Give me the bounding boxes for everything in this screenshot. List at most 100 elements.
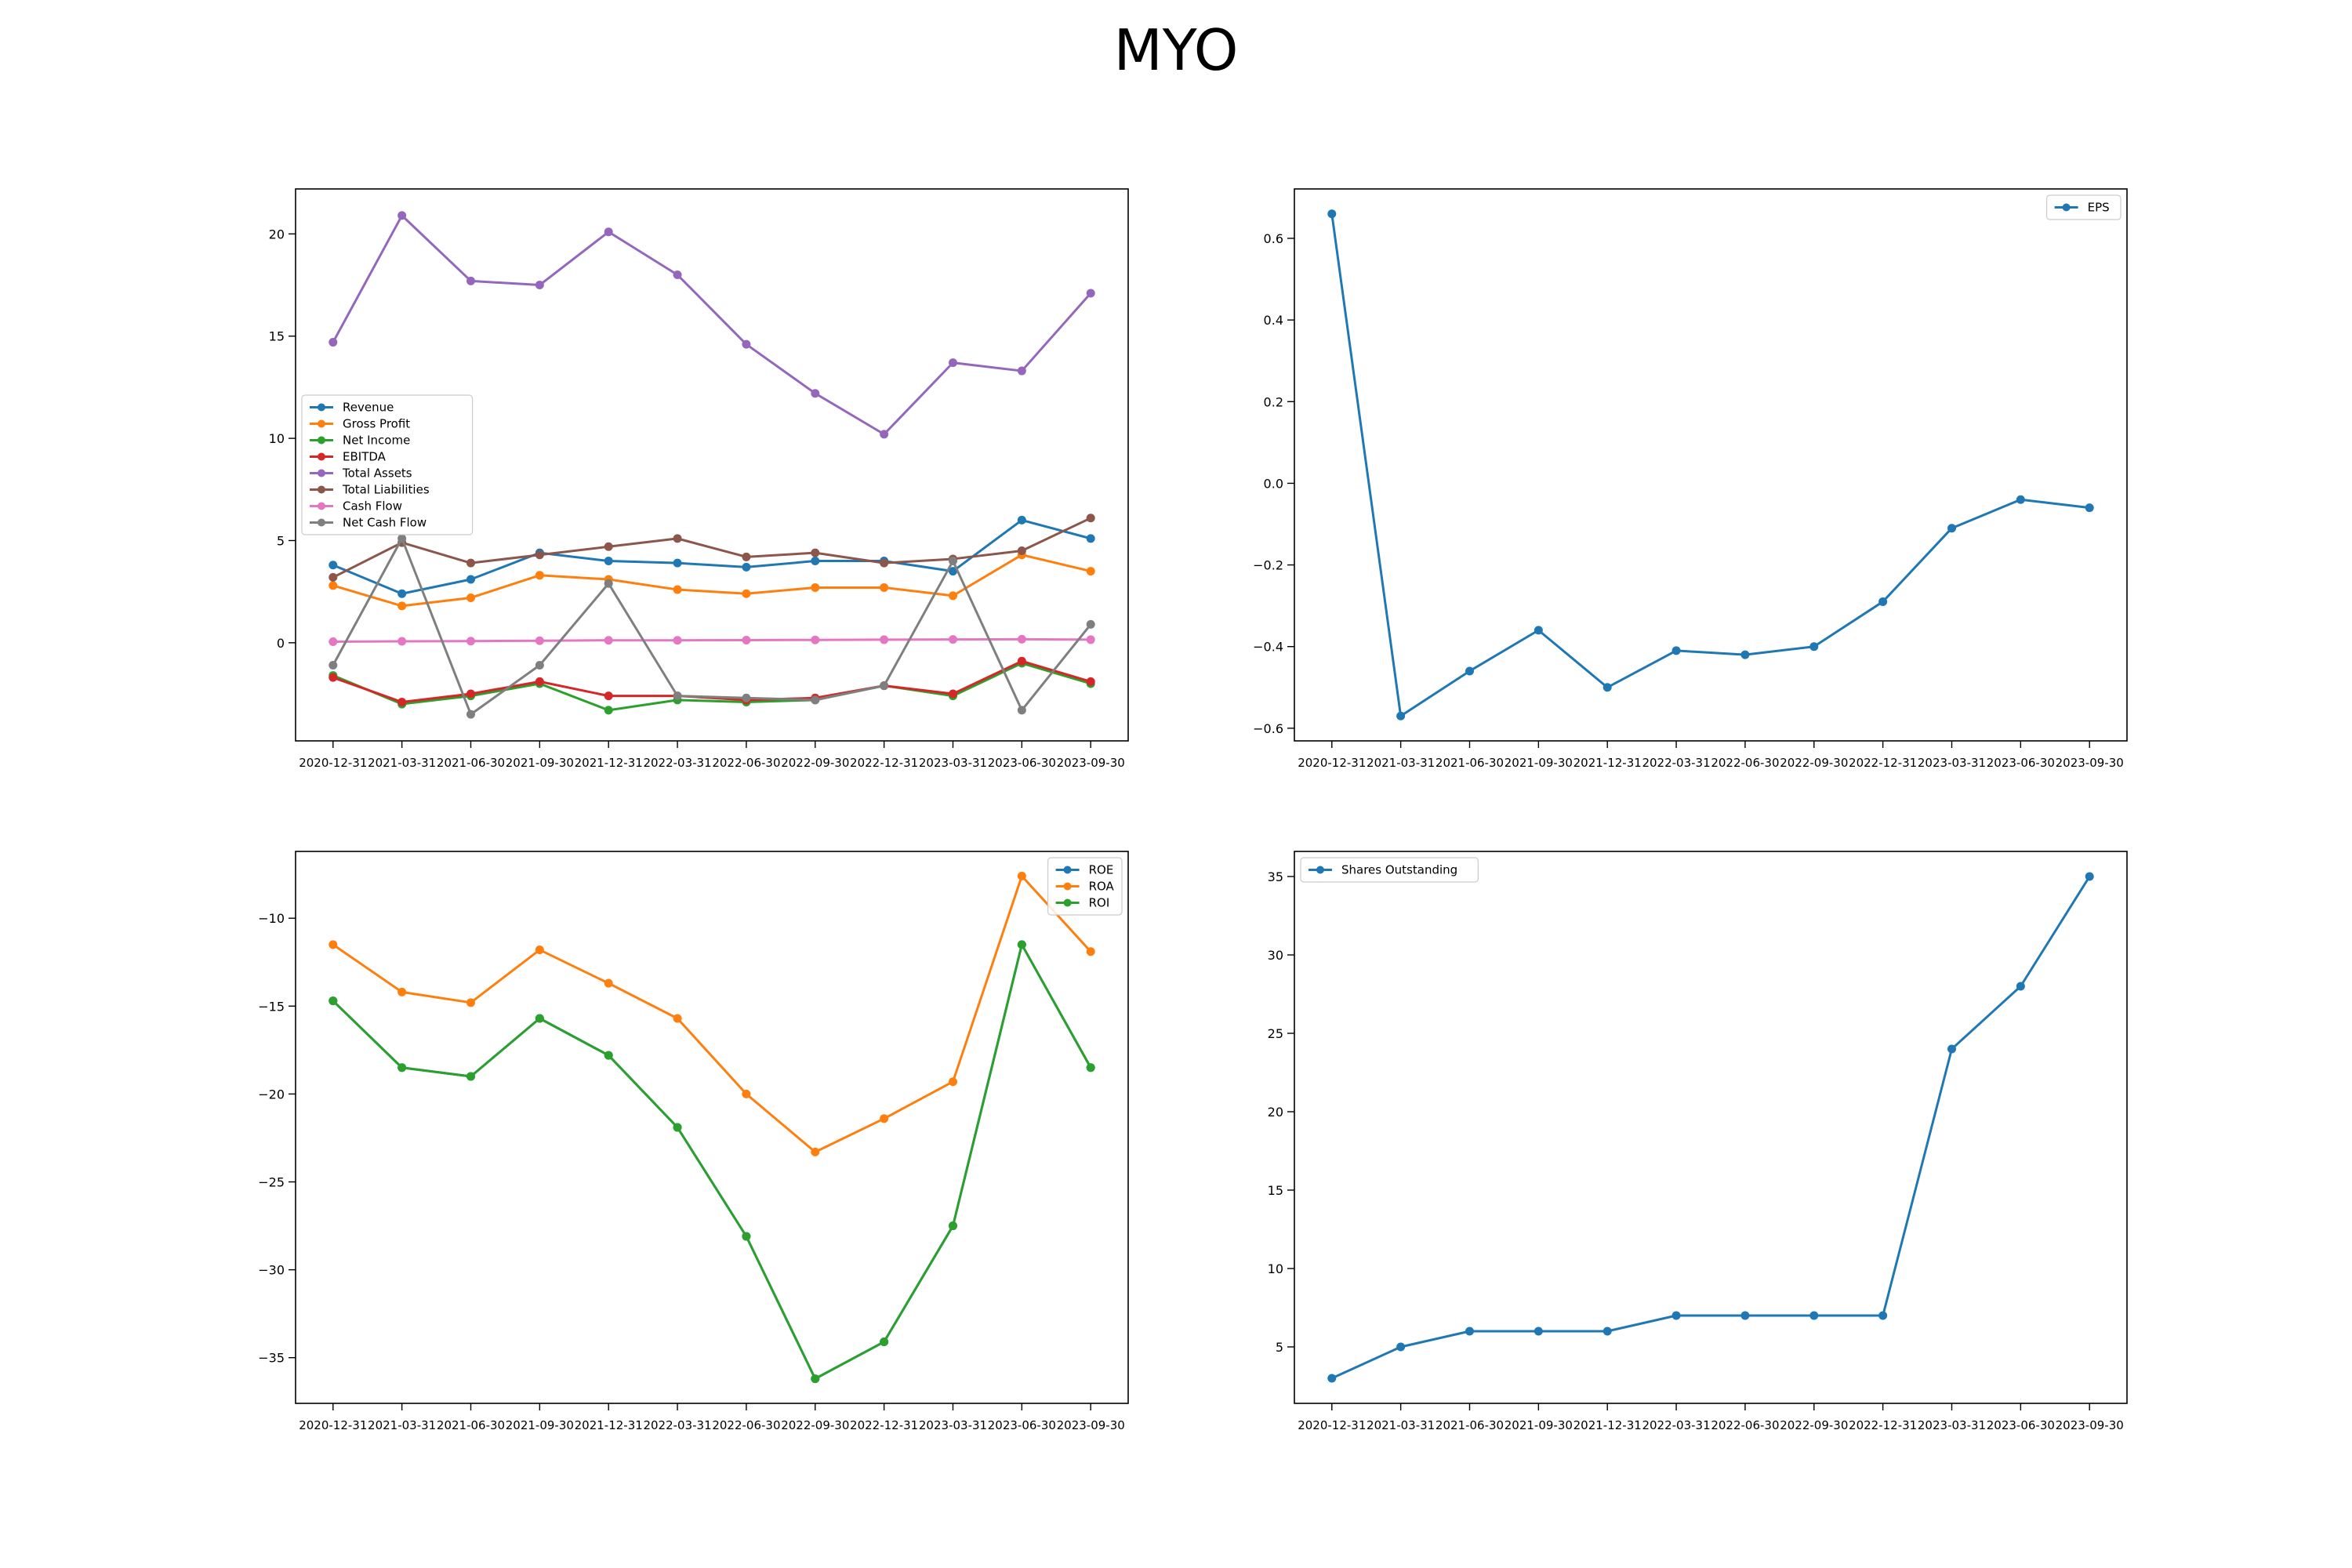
- data-point: [1086, 677, 1095, 686]
- data-point: [328, 996, 338, 1006]
- x-tick-label: 2022-12-31: [850, 756, 918, 770]
- data-point: [742, 1232, 751, 1241]
- x-tick-label: 2021-09-30: [1504, 756, 1573, 770]
- legend-marker: [318, 502, 325, 510]
- legend-label: EPS: [2088, 201, 2110, 215]
- data-point: [1947, 1044, 1956, 1054]
- data-point: [948, 358, 957, 368]
- data-point: [811, 548, 820, 557]
- x-tick-label: 2021-12-31: [575, 756, 643, 770]
- data-point: [880, 558, 889, 568]
- y-tick-label: −0.4: [1253, 640, 1283, 655]
- legend-marker: [1063, 866, 1072, 874]
- series-line-net-cash-flow: [332, 537, 1092, 716]
- data-point: [811, 389, 820, 398]
- data-point: [742, 562, 751, 572]
- x-tick-label: 2022-06-30: [712, 1418, 780, 1432]
- x-tick-label: 2021-06-30: [437, 756, 505, 770]
- x-tick-label: 2023-09-30: [2056, 756, 2124, 770]
- data-point: [811, 635, 820, 644]
- data-point: [1809, 1311, 1819, 1320]
- x-tick-label: 2023-06-30: [988, 756, 1056, 770]
- data-point: [811, 557, 820, 566]
- legend: EPS: [2046, 194, 2122, 220]
- data-point: [1671, 1311, 1681, 1320]
- y-tick-label: 10: [1268, 1261, 1283, 1276]
- series-line-shares-outstanding: [1331, 876, 2091, 1380]
- x-tick-label: 2023-09-30: [1057, 1418, 1125, 1432]
- y-tick-label: 0: [277, 636, 285, 651]
- data-point: [811, 1147, 820, 1156]
- y-tick-label: 0.4: [1264, 313, 1283, 328]
- data-point: [1740, 650, 1750, 659]
- data-point: [604, 579, 613, 588]
- data-point: [948, 1221, 957, 1231]
- data-point: [673, 1014, 682, 1023]
- y-tick-label: 0.0: [1264, 476, 1283, 491]
- plot-frame: [1294, 188, 2128, 742]
- legend-label: Net Income: [343, 434, 410, 448]
- data-point: [328, 561, 338, 570]
- data-point: [880, 681, 889, 691]
- data-point: [1947, 524, 1956, 533]
- data-point: [328, 661, 338, 670]
- data-point: [397, 589, 407, 598]
- data-point: [1534, 626, 1543, 635]
- legend-label: Net Cash Flow: [343, 516, 426, 530]
- data-point: [535, 281, 544, 290]
- y-tick-label: −25: [258, 1175, 285, 1190]
- x-tick-label: 2022-03-31: [643, 1418, 711, 1432]
- data-point: [535, 946, 544, 955]
- legend-marker: [1316, 866, 1324, 874]
- y-tick-label: 15: [1268, 1183, 1283, 1198]
- data-point: [1086, 567, 1095, 576]
- data-point: [1327, 209, 1337, 219]
- data-point: [948, 591, 957, 601]
- x-tick-label: 2021-03-31: [1367, 1418, 1435, 1432]
- data-point: [1740, 1311, 1750, 1320]
- data-point: [397, 637, 407, 646]
- legend-marker: [1063, 882, 1072, 891]
- data-point: [535, 550, 544, 560]
- series-line-roi: [332, 943, 1092, 1381]
- data-point: [742, 635, 751, 644]
- x-tick-label: 2022-06-30: [712, 756, 780, 770]
- data-point: [1602, 683, 1612, 692]
- data-point: [742, 693, 751, 702]
- data-point: [2016, 495, 2025, 504]
- data-point: [604, 691, 613, 701]
- x-tick-label: 2022-09-30: [1780, 1418, 1848, 1432]
- legend: Revenue Gross Profit Net Income EBITDA Total…: [301, 394, 474, 535]
- data-point: [1017, 656, 1026, 666]
- series-line-cash-flow: [332, 637, 1091, 644]
- data-point: [1327, 1374, 1337, 1383]
- x-tick-label: 2022-09-30: [781, 756, 849, 770]
- data-point: [604, 227, 613, 237]
- data-point: [1086, 1063, 1095, 1073]
- data-point: [1017, 871, 1026, 880]
- x-tick-label: 2020-12-31: [299, 756, 367, 770]
- data-point: [2016, 982, 2025, 991]
- x-tick-label: 2023-03-31: [919, 1418, 987, 1432]
- series-line-revenue: [332, 518, 1091, 595]
- data-point: [397, 601, 407, 611]
- data-point: [604, 706, 613, 715]
- data-point: [673, 636, 682, 645]
- y-tick-label: 5: [277, 533, 285, 548]
- legend: ROE ROA ROI: [1047, 857, 1123, 916]
- y-tick-label: −15: [258, 999, 285, 1014]
- chart-panel-1: 2020-12-31 2021-03-31 2021-06-30 2021-09-30…: [269, 188, 1129, 770]
- x-tick-label: 2022-09-30: [1780, 756, 1848, 770]
- series-line-total-assets: [332, 214, 1092, 436]
- legend-label: Total Assets: [342, 466, 412, 481]
- data-point: [466, 1072, 476, 1081]
- x-tick-label: 2023-03-31: [919, 756, 987, 770]
- x-tick-label: 2022-12-31: [1849, 756, 1917, 770]
- x-tick-label: 2023-09-30: [2056, 1418, 2124, 1432]
- data-point: [811, 695, 820, 705]
- y-tick-label: −30: [258, 1263, 285, 1278]
- data-point: [880, 1114, 889, 1123]
- data-point: [948, 635, 957, 644]
- data-point: [328, 940, 338, 949]
